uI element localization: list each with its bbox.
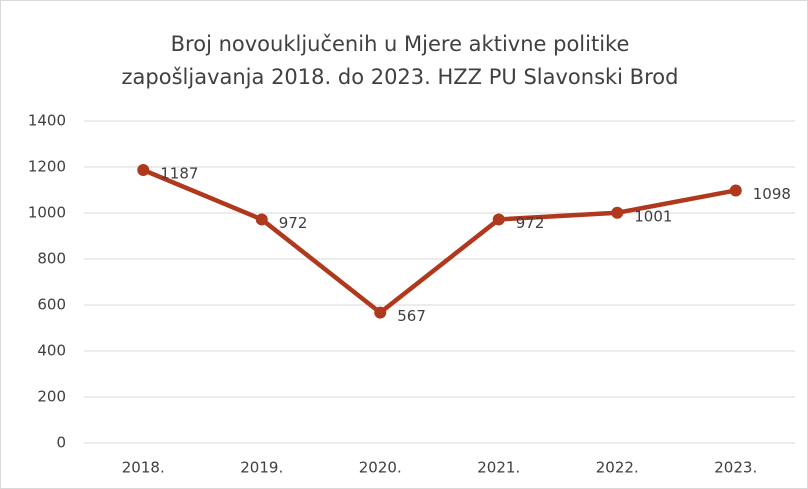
- y-tick-label: 0: [56, 434, 66, 452]
- data-label: 1098: [753, 185, 791, 203]
- data-point: [255, 213, 268, 226]
- y-tick-label: 200: [37, 388, 66, 406]
- data-point: [611, 206, 624, 219]
- data-point: [374, 306, 387, 319]
- chart-title: zapošljavanja 2018. do 2023. HZZ PU Slav…: [122, 65, 679, 89]
- y-tick-label: 1000: [28, 204, 66, 222]
- x-tick-label: 2019.: [240, 459, 283, 477]
- data-label: 972: [516, 214, 545, 232]
- y-tick-label: 400: [37, 342, 66, 360]
- y-tick-label: 1400: [28, 112, 66, 130]
- x-tick-label: 2018.: [122, 459, 165, 477]
- x-tick-label: 2021.: [477, 459, 520, 477]
- x-tick-label: 2022.: [596, 459, 639, 477]
- data-label: 972: [279, 214, 308, 232]
- y-tick-label: 800: [37, 250, 66, 268]
- x-tick-label: 2023.: [714, 459, 757, 477]
- data-label: 567: [397, 307, 426, 325]
- chart-title: Broj novouključenih u Mjere aktivne poli…: [171, 32, 630, 56]
- x-tick-label: 2020.: [359, 459, 402, 477]
- data-point: [492, 213, 505, 226]
- y-tick-label: 1200: [28, 158, 66, 176]
- data-label: 1187: [160, 164, 198, 182]
- data-line: [142, 167, 737, 315]
- data-point: [729, 184, 742, 197]
- data-point: [137, 163, 150, 176]
- y-tick-label: 600: [37, 296, 66, 314]
- data-label: 1001: [634, 207, 672, 225]
